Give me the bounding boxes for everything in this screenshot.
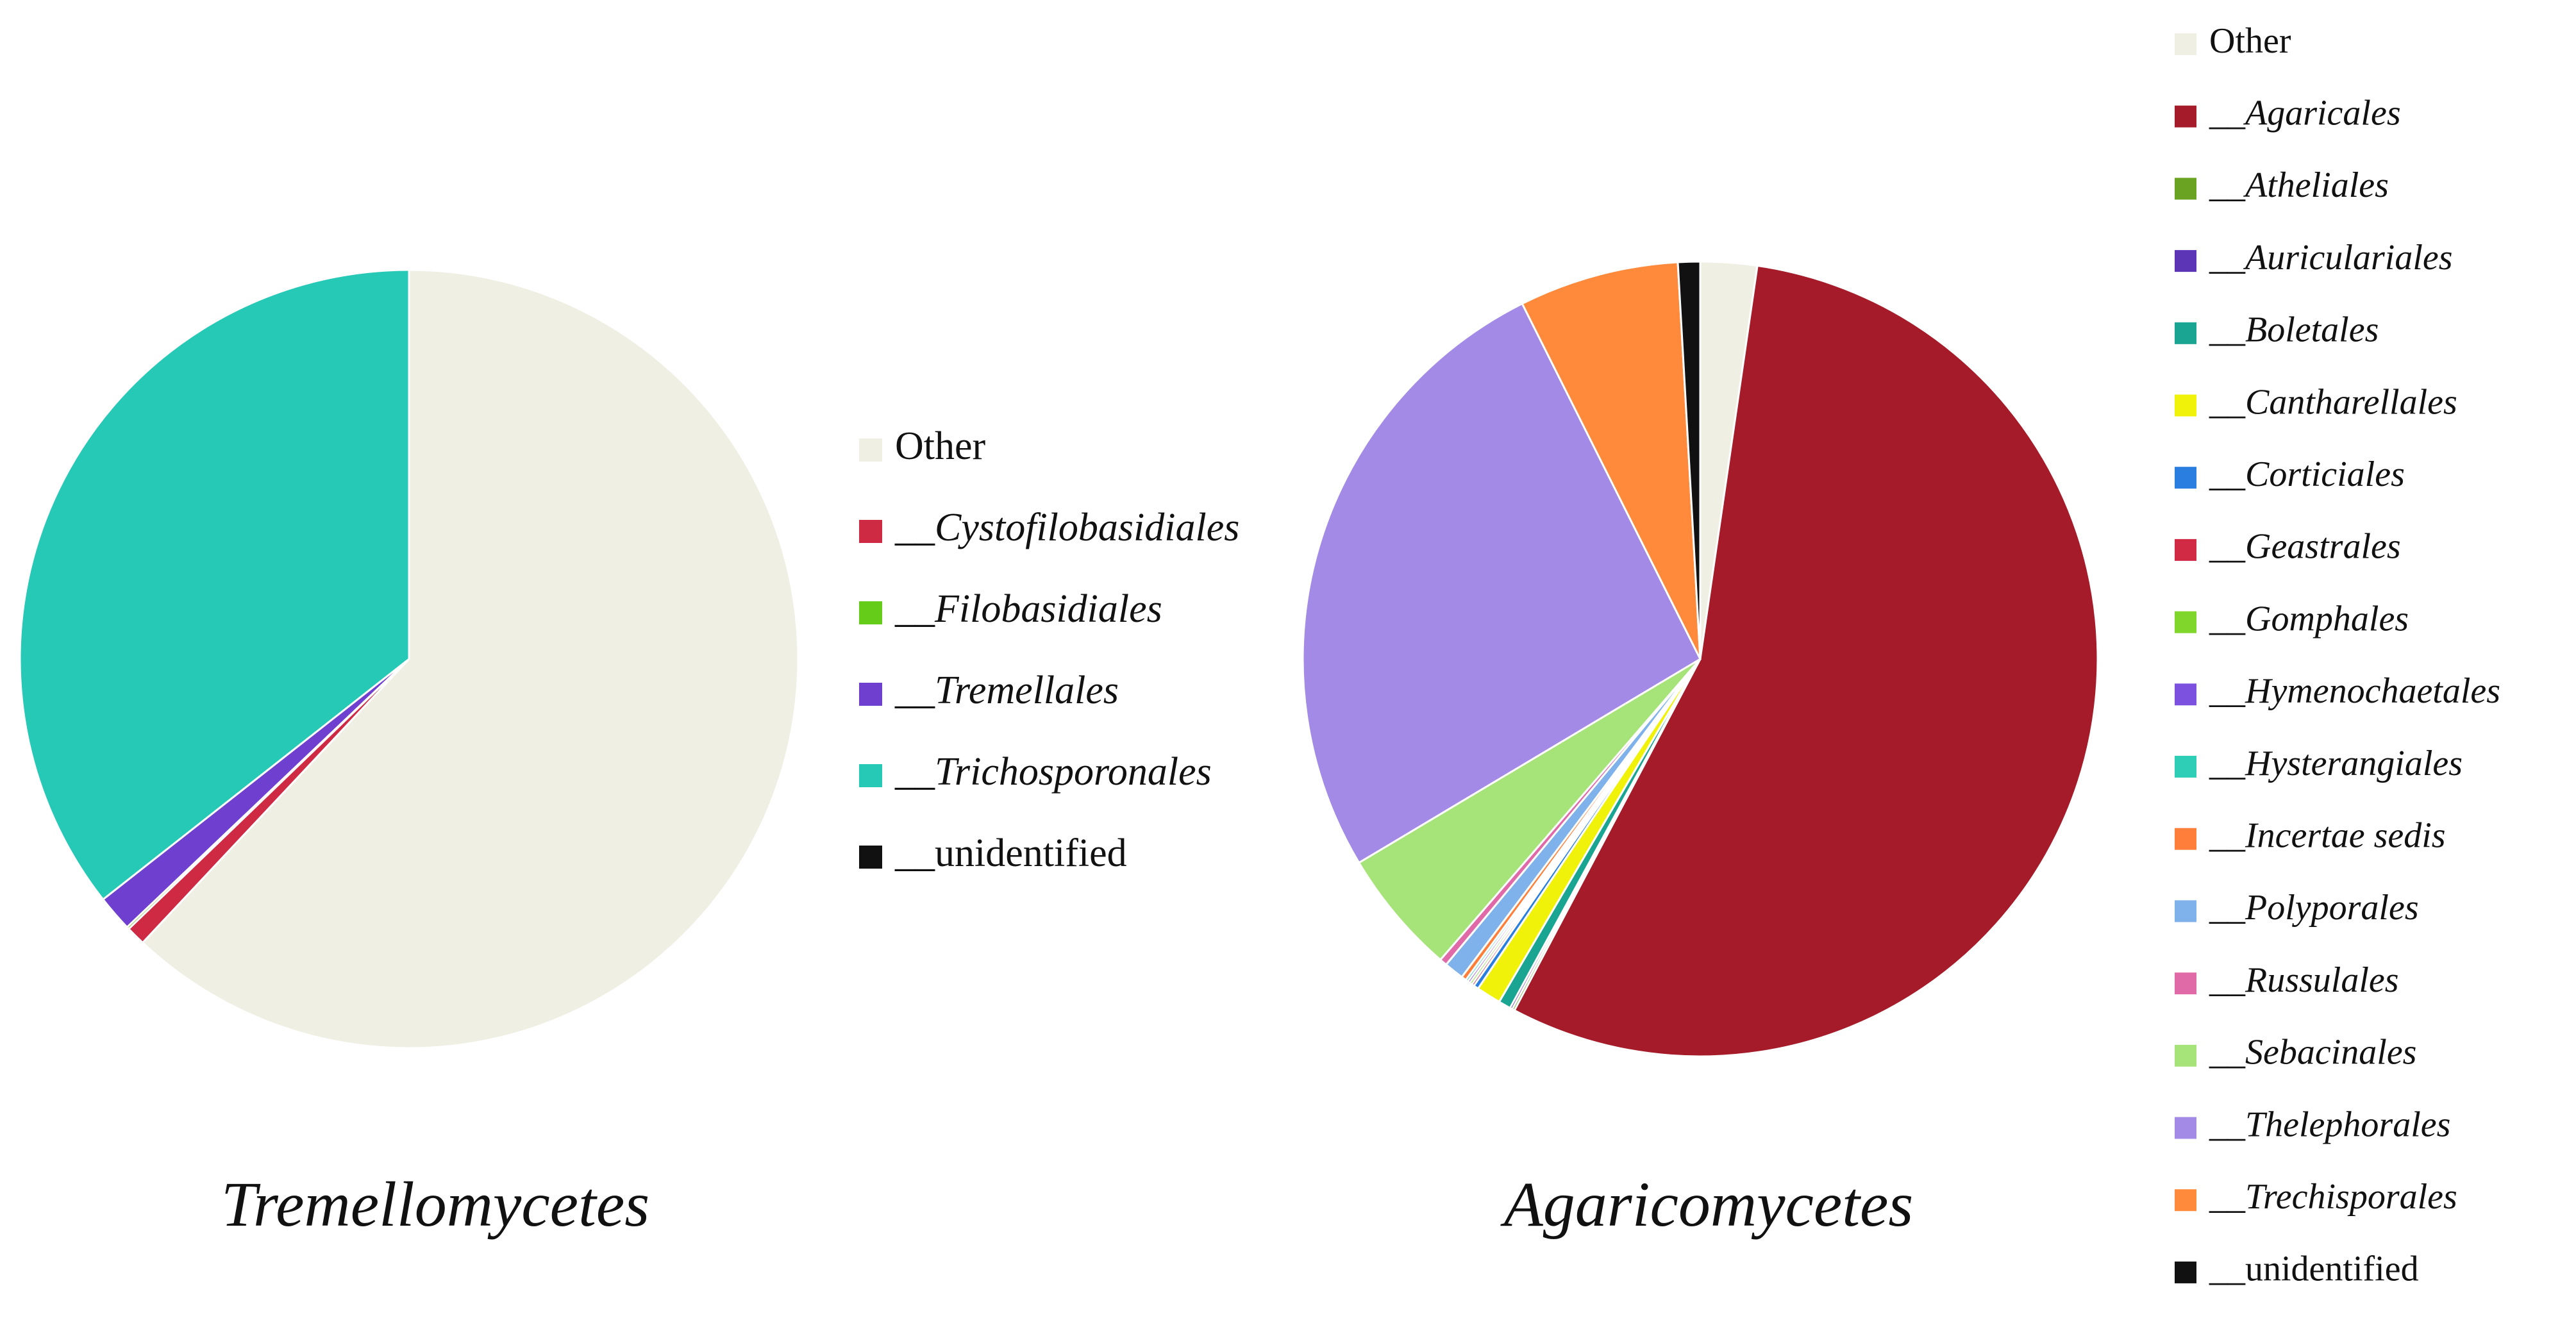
legend-label: __Corticiales [2209, 455, 2405, 494]
pie-slice [141, 269, 799, 1049]
legend-label: __unidentified [894, 831, 1127, 875]
legend-swatch [2175, 1117, 2196, 1139]
legend-swatch [2175, 105, 2196, 128]
pie-slice [1677, 260, 1702, 660]
legend-label: __Trichosporonales [894, 750, 1212, 794]
legend-label: __Russulales [2209, 960, 2399, 1000]
legend-label: __Geastrales [2209, 527, 2401, 567]
legend-swatch [2175, 467, 2196, 489]
legend-label: __Incertae sedis [2209, 816, 2446, 856]
legend-swatch [2175, 611, 2196, 633]
legend-label: Other [2209, 21, 2291, 61]
legend-swatch [2175, 756, 2196, 778]
legend-label: __Atheliales [2209, 165, 2389, 205]
legend-label: Other [895, 424, 986, 468]
legend-label: __Gomphales [2209, 599, 2409, 638]
legend-swatch [2175, 538, 2196, 561]
chart-title: Tremellomycetes [221, 1169, 649, 1240]
legend-swatch [2175, 178, 2196, 200]
legend-swatch [859, 846, 882, 869]
legend-swatch [859, 601, 882, 624]
legend-swatch [2175, 250, 2196, 272]
legend-swatch [2175, 322, 2196, 344]
legend-label: __Tremellales [894, 669, 1119, 712]
legend-swatch [2175, 683, 2196, 706]
pie-slice [1301, 302, 1702, 864]
legend-label: __Trechisporales [2209, 1177, 2457, 1217]
legend-label: __Sebacinales [2209, 1033, 2416, 1072]
pie-slice [19, 269, 410, 901]
pie-slice [1513, 264, 2099, 1058]
legend-label: __Thelephorales [2209, 1105, 2450, 1144]
legend-swatch [2175, 1189, 2196, 1212]
legend-label: __Polyporales [2209, 888, 2419, 928]
legend-swatch [2175, 1261, 2196, 1283]
legend-swatch [2175, 900, 2196, 922]
legend-label: __Filobasidiales [894, 587, 1162, 631]
pie-slice [1521, 261, 1702, 660]
legend-label: __Agaricales [2209, 94, 2401, 133]
legend-swatch [2175, 394, 2196, 417]
legend-label: __Boletales [2209, 310, 2379, 350]
legend-label: __Auriculariales [2209, 238, 2453, 278]
legend-label: __Hymenochaetales [2209, 671, 2500, 711]
legend-label: __unidentified [2209, 1249, 2419, 1289]
legend-swatch [2175, 828, 2196, 850]
legend-swatch [2175, 972, 2196, 995]
legend-label: __Cystofilobasidiales [894, 506, 1239, 549]
legend-label: __Hysterangiales [2209, 744, 2463, 783]
legend-swatch [859, 683, 882, 706]
chart-title: Agaricomycetes [1500, 1169, 1914, 1240]
legend-swatch [859, 520, 882, 543]
legend-swatch [859, 764, 882, 787]
pie-slice [1357, 658, 1702, 962]
legend-swatch [2175, 33, 2196, 55]
legend-swatch [2175, 1044, 2196, 1067]
legend-swatch [859, 438, 882, 462]
legend-label: __Cantharellales [2209, 382, 2457, 422]
